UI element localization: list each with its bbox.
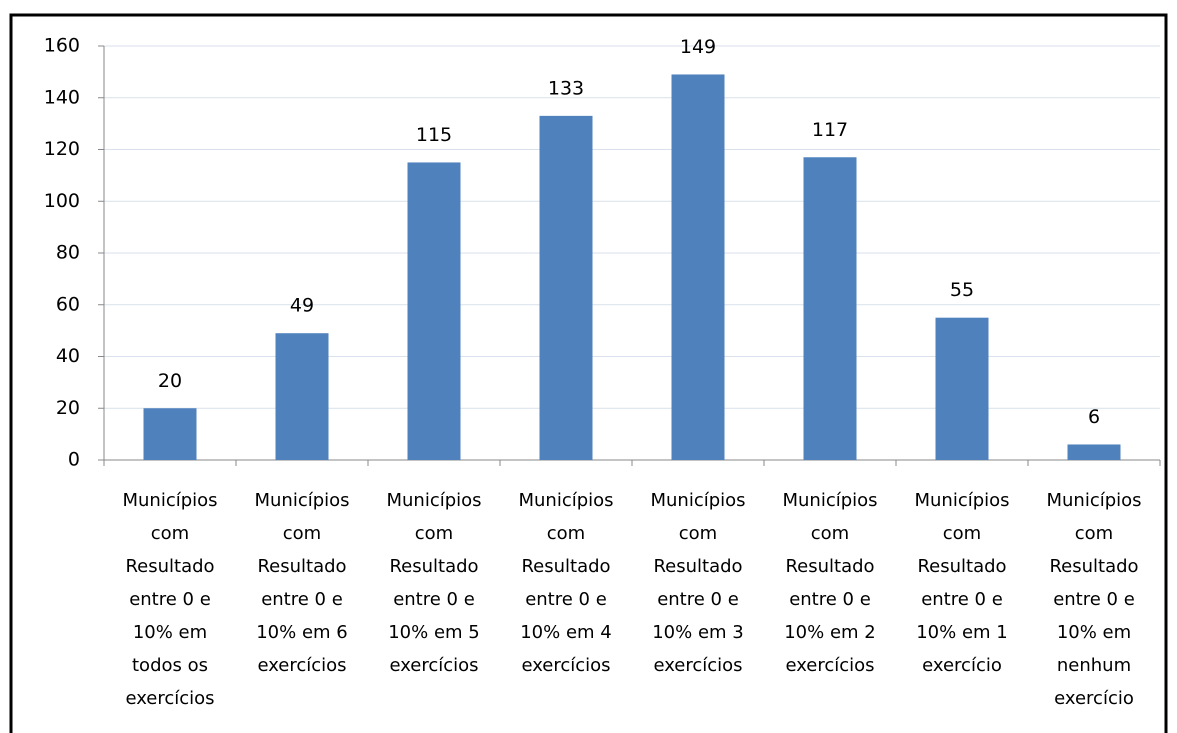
y-tick-label: 60	[56, 293, 80, 315]
y-tick-label: 40	[56, 345, 80, 367]
data-label: 117	[812, 119, 848, 141]
x-tick-label: Municípios com Resultado entre 0 e 10% e…	[650, 490, 746, 676]
x-tick-label: Municípios com Resultado entre 0 e 10% e…	[122, 490, 218, 709]
bar	[275, 333, 329, 460]
bar	[935, 317, 989, 460]
data-label: 149	[680, 36, 716, 58]
frame	[9, 13, 1168, 733]
y-tick-label: 20	[56, 397, 80, 419]
x-tick-label: Municípios com Resultado entre 0 e 10% e…	[1046, 490, 1142, 709]
x-tick-label: Municípios com Resultado entre 0 e 10% e…	[386, 490, 482, 676]
bar	[407, 162, 461, 460]
bar	[671, 74, 725, 461]
y-tick-label: 140	[44, 86, 80, 108]
x-tick-label: Municípios com Resultado entre 0 e 10% e…	[518, 490, 614, 676]
x-tick-label: Municípios com Resultado entre 0 e 10% e…	[914, 490, 1010, 676]
data-label: 6	[1088, 406, 1100, 428]
y-tick-label: 0	[68, 449, 80, 471]
y-tick-label: 80	[56, 242, 80, 264]
y-tick-label: 160	[44, 35, 80, 57]
bar	[803, 157, 857, 460]
y-tick-label: 100	[44, 190, 80, 212]
data-label: 20	[158, 370, 182, 392]
bar	[539, 115, 593, 461]
data-label: 55	[950, 279, 974, 301]
x-tick-label: Municípios com Resultado entre 0 e 10% e…	[254, 490, 350, 676]
bar	[1067, 444, 1121, 460]
y-tick-label: 120	[44, 138, 80, 160]
data-label: 133	[548, 77, 584, 99]
data-label: 49	[290, 295, 314, 317]
x-tick-label: Municípios com Resultado entre 0 e 10% e…	[782, 490, 878, 676]
bar	[143, 408, 197, 460]
data-label: 115	[416, 124, 452, 146]
